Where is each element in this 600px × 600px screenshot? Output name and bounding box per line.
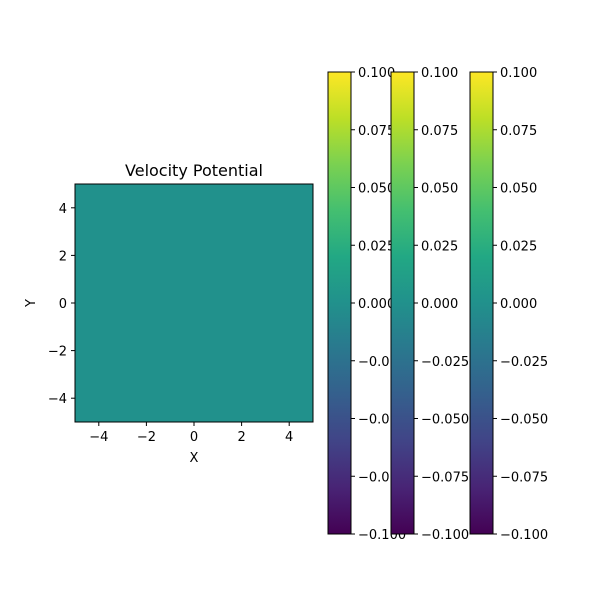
x-tick-label: 2 <box>237 430 245 445</box>
x-tick-label: −2 <box>137 430 156 445</box>
y-tick-label: −4 <box>48 392 67 407</box>
colorbar-tick-label: 0.025 <box>421 239 458 254</box>
x-tick-label: −4 <box>89 430 108 445</box>
y-axis-ticks: −4 −2 0 2 4 <box>48 202 75 407</box>
colorbar-tick-label: −0.025 <box>500 355 548 370</box>
colorbar-tick-label: −0.025 <box>421 355 469 370</box>
y-axis-title: Y <box>24 299 39 308</box>
colorbar-tick-label: 0.025 <box>358 239 395 254</box>
x-tick-label: 4 <box>285 430 293 445</box>
x-tick-label: 0 <box>190 430 198 445</box>
x-axis-title: X <box>190 451 199 466</box>
y-tick-label: 4 <box>59 202 67 217</box>
colorbar-tick-label: −0.050 <box>421 413 469 428</box>
colorbar-tick-label: 0.000 <box>358 297 395 312</box>
colorbar-tick-label: 0.100 <box>500 66 537 81</box>
colorbar-tick-label: 0.025 <box>500 239 537 254</box>
colorbar: 0.100 0.075 0.050 0.025 0.000 −0.025 −0.050 −0.… <box>390 66 469 543</box>
chart-title: Velocity Potential <box>125 161 263 180</box>
colorbar-tick-label: 0.075 <box>500 124 537 139</box>
colorbar-gradient <box>390 71 415 535</box>
colorbar: 0.100 0.075 0.050 0.025 0.000 −0.025 −0.050 −0.… <box>469 66 548 543</box>
colorbar-tick-label: 0.000 <box>500 297 537 312</box>
colorbar-tick-label: −0.050 <box>500 413 548 428</box>
colorbar-gradient <box>469 71 494 535</box>
colorbar-gradient <box>327 71 352 535</box>
heatmap-field <box>74 183 314 423</box>
colorbar-tick-label: 0.100 <box>358 66 395 81</box>
colorbar-tick-label: 0.075 <box>358 124 395 139</box>
y-tick-label: 0 <box>59 297 67 312</box>
colorbar-tick-label: −0.075 <box>421 470 469 485</box>
colorbar-tick-label: 0.050 <box>358 182 395 197</box>
x-axis-ticks: −4 −2 0 2 4 <box>89 422 293 445</box>
colorbar-tick-label: 0.050 <box>421 182 458 197</box>
y-tick-label: 2 <box>59 249 67 264</box>
colorbar-tick-label: 0.100 <box>421 66 458 81</box>
colorbar-tick-label: 0.050 <box>500 182 537 197</box>
colorbars: 0.100 0.075 0.050 0.025 0.000 −0.025 −0.050 −0.… <box>327 66 548 543</box>
colorbar-tick-label: −0.100 <box>500 528 548 543</box>
colorbar-tick-label: −0.100 <box>421 528 469 543</box>
colorbar-tick-label: 0.075 <box>421 124 458 139</box>
y-tick-label: −2 <box>48 345 67 360</box>
colorbar-tick-label: 0.000 <box>421 297 458 312</box>
colorbar-tick-label: −0.075 <box>500 470 548 485</box>
